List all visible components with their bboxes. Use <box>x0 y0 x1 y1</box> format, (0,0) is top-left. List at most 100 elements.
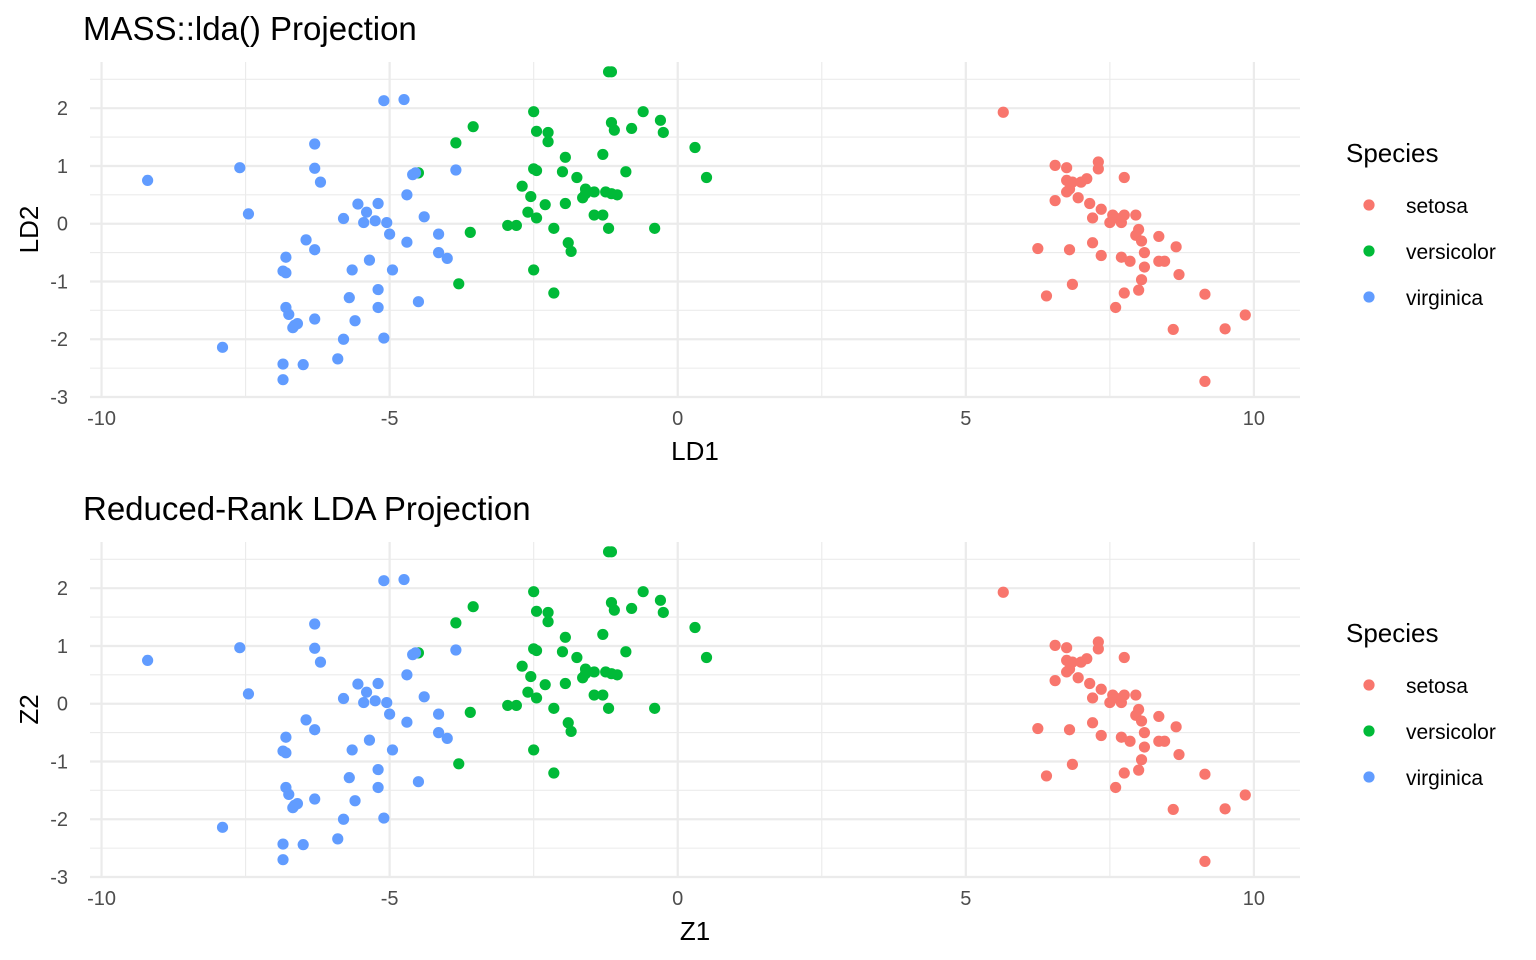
x-tick-label: -5 <box>381 888 399 910</box>
data-point-virginica <box>234 162 246 174</box>
legend-label-versicolor: versicolor <box>1406 241 1496 264</box>
data-point-versicolor <box>450 617 462 629</box>
data-point-virginica <box>343 292 355 304</box>
data-point-setosa <box>1199 375 1211 388</box>
data-point-virginica <box>372 763 384 776</box>
x-tick-label: 0 <box>672 888 683 910</box>
data-point-versicolor <box>597 148 609 161</box>
data-point-virginica <box>280 747 292 759</box>
data-point-versicolor <box>689 621 701 634</box>
data-point-versicolor <box>654 114 667 126</box>
data-point-virginica <box>409 647 422 659</box>
y-tick-label: 2 <box>57 98 68 120</box>
x-tick-label: -10 <box>87 888 116 910</box>
data-point-versicolor <box>453 758 465 770</box>
data-point-versicolor <box>539 199 551 211</box>
legend-key-versicolor <box>1363 725 1375 737</box>
data-point-versicolor <box>626 122 638 135</box>
legend-label-virginica: virginica <box>1406 767 1483 790</box>
data-point-versicolor <box>602 222 615 234</box>
data-point-setosa <box>1135 274 1148 286</box>
data-point-setosa <box>1199 855 1211 868</box>
data-point-setosa <box>1118 287 1130 299</box>
y-axis-label: LD2 <box>14 206 44 254</box>
data-point-setosa <box>1138 741 1151 753</box>
x-tick-label: -10 <box>87 408 116 430</box>
data-point-setosa <box>1110 301 1122 314</box>
data-point-setosa <box>1115 251 1127 263</box>
data-point-virginica <box>234 642 246 654</box>
data-point-virginica <box>216 821 229 833</box>
data-point-setosa <box>1173 748 1185 761</box>
data-point-virginica <box>337 813 350 825</box>
data-point-virginica <box>337 212 350 225</box>
data-point-virginica <box>280 731 292 743</box>
data-point-versicolor <box>528 744 540 756</box>
data-point-virginica <box>450 644 462 656</box>
data-point-setosa <box>1032 722 1044 735</box>
data-point-virginica <box>384 708 396 720</box>
data-point-setosa <box>1118 689 1130 701</box>
data-point-virginica <box>352 198 364 210</box>
x-tick-label: 10 <box>1243 888 1265 910</box>
data-point-virginica <box>363 734 376 746</box>
data-point-setosa <box>1086 212 1099 224</box>
data-point-virginica <box>381 696 393 709</box>
y-tick-label: 0 <box>57 694 68 716</box>
y-axis-label: Z2 <box>14 694 44 724</box>
data-point-virginica <box>450 164 462 176</box>
data-point-versicolor <box>542 136 554 148</box>
data-point-setosa <box>997 106 1009 118</box>
data-point-virginica <box>401 236 413 248</box>
legend: Species setosa versicolor virginica <box>1346 138 1496 310</box>
data-point-virginica <box>277 854 289 866</box>
data-point-virginica <box>432 708 445 720</box>
data-point-setosa <box>1095 683 1107 695</box>
y-tick-label: 2 <box>57 578 68 600</box>
data-point-versicolor <box>559 677 571 690</box>
legend-key-setosa <box>1363 199 1375 211</box>
data-point-setosa <box>997 586 1009 598</box>
data-point-versicolor <box>530 605 543 617</box>
x-tick-label: 5 <box>960 888 971 910</box>
data-point-setosa <box>1118 209 1130 221</box>
data-point-versicolor <box>464 226 476 238</box>
data-point-virginica <box>372 197 384 210</box>
x-axis-label: LD1 <box>671 436 719 466</box>
data-point-versicolor <box>620 166 632 178</box>
data-point-setosa <box>1170 721 1182 733</box>
data-point-virginica <box>372 283 384 296</box>
data-point-versicolor <box>548 287 560 299</box>
data-point-setosa <box>1138 727 1151 739</box>
data-point-virginica <box>309 642 321 654</box>
data-point-virginica <box>309 244 321 256</box>
data-point-setosa <box>1118 171 1130 184</box>
series-setosa <box>997 106 1251 388</box>
data-point-virginica <box>337 692 350 705</box>
data-point-virginica <box>381 216 393 229</box>
data-point-versicolor <box>556 646 569 658</box>
data-point-virginica <box>346 264 358 276</box>
data-point-virginica <box>349 315 361 327</box>
data-point-versicolor <box>637 106 649 118</box>
data-point-virginica <box>409 167 422 179</box>
data-point-setosa <box>1092 163 1104 175</box>
data-point-virginica <box>309 618 321 630</box>
data-point-virginica <box>372 677 384 690</box>
data-point-virginica <box>360 686 373 698</box>
data-point-virginica <box>309 162 321 174</box>
data-point-versicolor <box>556 166 569 178</box>
data-point-setosa <box>1115 731 1127 743</box>
data-point-setosa <box>1095 249 1107 262</box>
data-point-setosa <box>1158 735 1171 747</box>
data-point-setosa <box>1130 209 1142 221</box>
series-virginica <box>142 93 462 386</box>
data-point-virginica <box>386 744 399 756</box>
data-point-setosa <box>1066 278 1079 290</box>
data-point-setosa <box>1081 173 1093 185</box>
legend-key-setosa <box>1363 679 1375 691</box>
data-point-virginica <box>369 215 381 227</box>
data-point-versicolor <box>548 222 560 234</box>
data-point-versicolor <box>577 192 589 204</box>
